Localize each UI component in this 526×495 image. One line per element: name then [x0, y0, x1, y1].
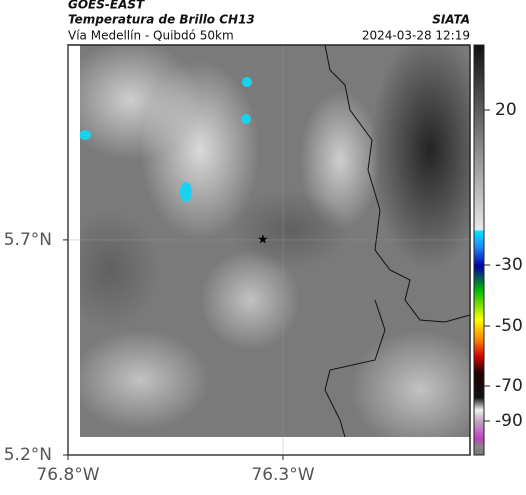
x-tick-label: 76.8°W: [36, 465, 99, 485]
y-tick-label: 5.2°N: [4, 445, 52, 465]
colorbar-label: -90: [495, 411, 523, 431]
location-marker: ★: [257, 232, 269, 247]
colorbar-label: -70: [495, 376, 523, 396]
y-tick-label: 5.7°N: [4, 230, 52, 250]
colorbar-label: 20: [495, 100, 517, 120]
datetime: 2024-03-28 12:19: [362, 29, 470, 43]
satellite: GOES-EAST: [68, 0, 145, 12]
source: SIATA: [432, 13, 470, 27]
colorbar: [473, 44, 485, 456]
product: Temperatura de Brillo CH13: [68, 13, 255, 27]
satellite-image: [80, 45, 470, 437]
colorbar-label: -50: [495, 316, 523, 336]
colorbar-label: -30: [495, 255, 523, 275]
x-tick-label: 76.3°W: [251, 465, 314, 485]
location: Vía Medellín - Quibdó 50km: [68, 29, 234, 43]
